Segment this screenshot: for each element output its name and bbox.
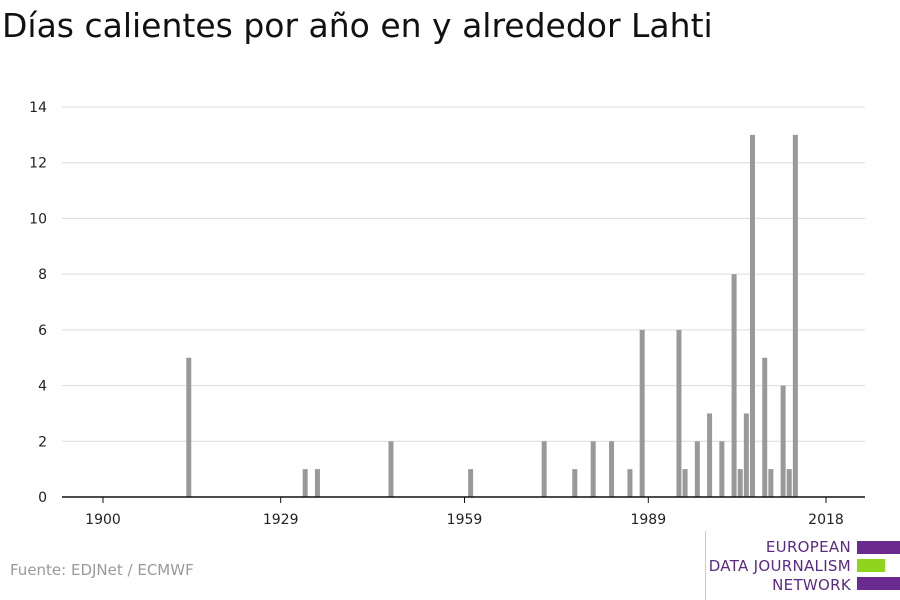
- bar: [719, 441, 725, 497]
- y-tick-label: 6: [38, 323, 47, 339]
- x-axis-ticks: 1900 1929 1959 1989 2018: [85, 497, 844, 528]
- logo-bar-purple-bottom: [857, 577, 900, 590]
- x-tick-label: 1989: [630, 512, 666, 528]
- logo-bar-purple-top: [857, 541, 900, 554]
- x-tick-label: 1959: [447, 512, 483, 528]
- y-tick-label: 2: [38, 434, 47, 450]
- y-tick-label: 0: [38, 490, 47, 506]
- y-tick-label: 12: [29, 156, 47, 172]
- bar: [682, 469, 688, 497]
- bar: [186, 357, 192, 497]
- logo-text-line-3: NETWORK: [772, 576, 851, 594]
- logo-text-line-1: EUROPEAN: [765, 538, 851, 556]
- bar: [609, 441, 615, 497]
- bar: [468, 469, 474, 497]
- bar: [707, 413, 713, 497]
- bar: [627, 469, 633, 497]
- logo-text-line-2: DATA JOURNALISM: [708, 557, 851, 575]
- bar: [792, 134, 798, 497]
- logo-bar-green: [857, 559, 885, 572]
- x-tick-label: 1929: [263, 512, 299, 528]
- bar: [590, 441, 596, 497]
- logo-divider: [705, 531, 706, 600]
- source-note: Fuente: EDJNet / ECMWF: [10, 561, 194, 579]
- bar: [786, 469, 792, 497]
- bar: [780, 385, 786, 497]
- bar: [314, 469, 320, 497]
- bar: [676, 329, 682, 497]
- y-tick-label: 8: [38, 267, 47, 283]
- bar: [639, 329, 645, 497]
- bar: [302, 469, 308, 497]
- bar: [743, 413, 749, 497]
- x-tick-label: 2018: [808, 512, 844, 528]
- bar: [541, 441, 547, 497]
- y-axis-tick-labels: 0 2 4 6 8 10 12 14: [29, 100, 47, 506]
- y-tick-label: 4: [38, 379, 47, 395]
- bar: [762, 357, 768, 497]
- edjnet-logo[interactable]: EUROPEAN DATA JOURNALISM NETWORK: [705, 531, 900, 600]
- x-tick-label: 1900: [85, 512, 121, 528]
- bar: [694, 441, 700, 497]
- bar: [388, 441, 394, 497]
- bar: [737, 469, 743, 497]
- bar: [572, 469, 578, 497]
- bar: [768, 469, 774, 497]
- y-tick-label: 10: [29, 211, 47, 227]
- chart-title: Días calientes por año en y alrededor La…: [2, 6, 713, 45]
- bars: [186, 134, 798, 497]
- bar: [749, 134, 755, 497]
- bar: [731, 274, 737, 497]
- gridlines: [62, 106, 865, 442]
- y-tick-label: 14: [29, 100, 47, 116]
